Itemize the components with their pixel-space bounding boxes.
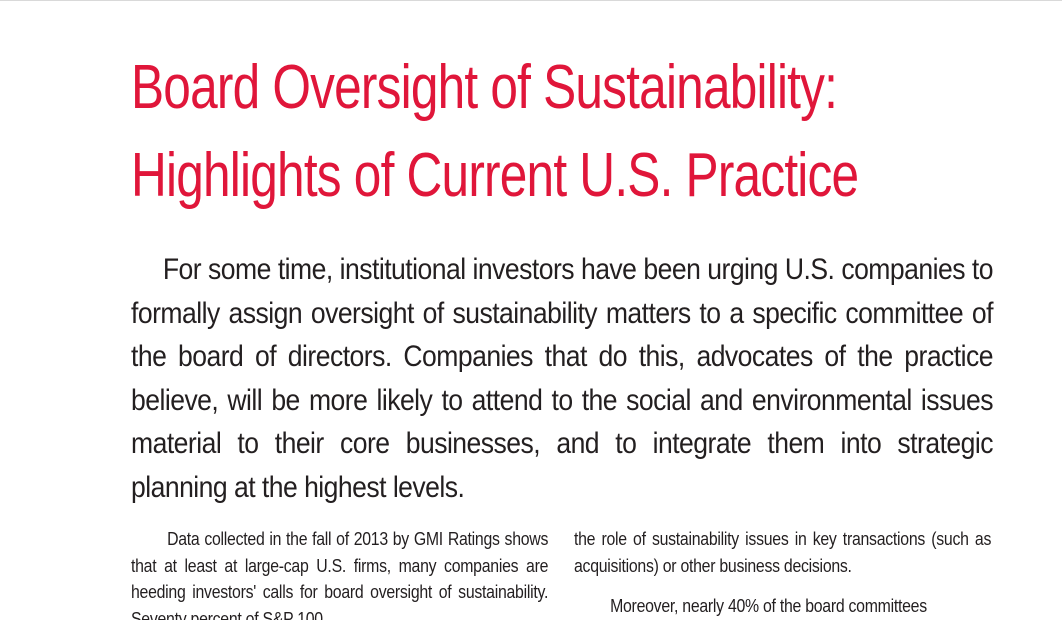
top-rule [0, 0, 1062, 1]
document-title: Board Oversight of Sustainability: Highl… [131, 53, 859, 210]
document-page: Board Oversight of Sustainability: Highl… [131, 44, 994, 620]
lead-paragraph: For some time, institutional investors h… [131, 253, 994, 504]
right-column-paragraph-continued: the role of sustainability issues in key… [574, 529, 992, 576]
right-column: the role of sustainability issues in key… [574, 526, 991, 620]
left-column: Data collected in the fall of 2013 by GM… [131, 526, 548, 620]
right-column-paragraph: Moreover, nearly 40% of the board commit… [610, 596, 927, 616]
left-column-paragraph: Data collected in the fall of 2013 by GM… [131, 529, 549, 620]
